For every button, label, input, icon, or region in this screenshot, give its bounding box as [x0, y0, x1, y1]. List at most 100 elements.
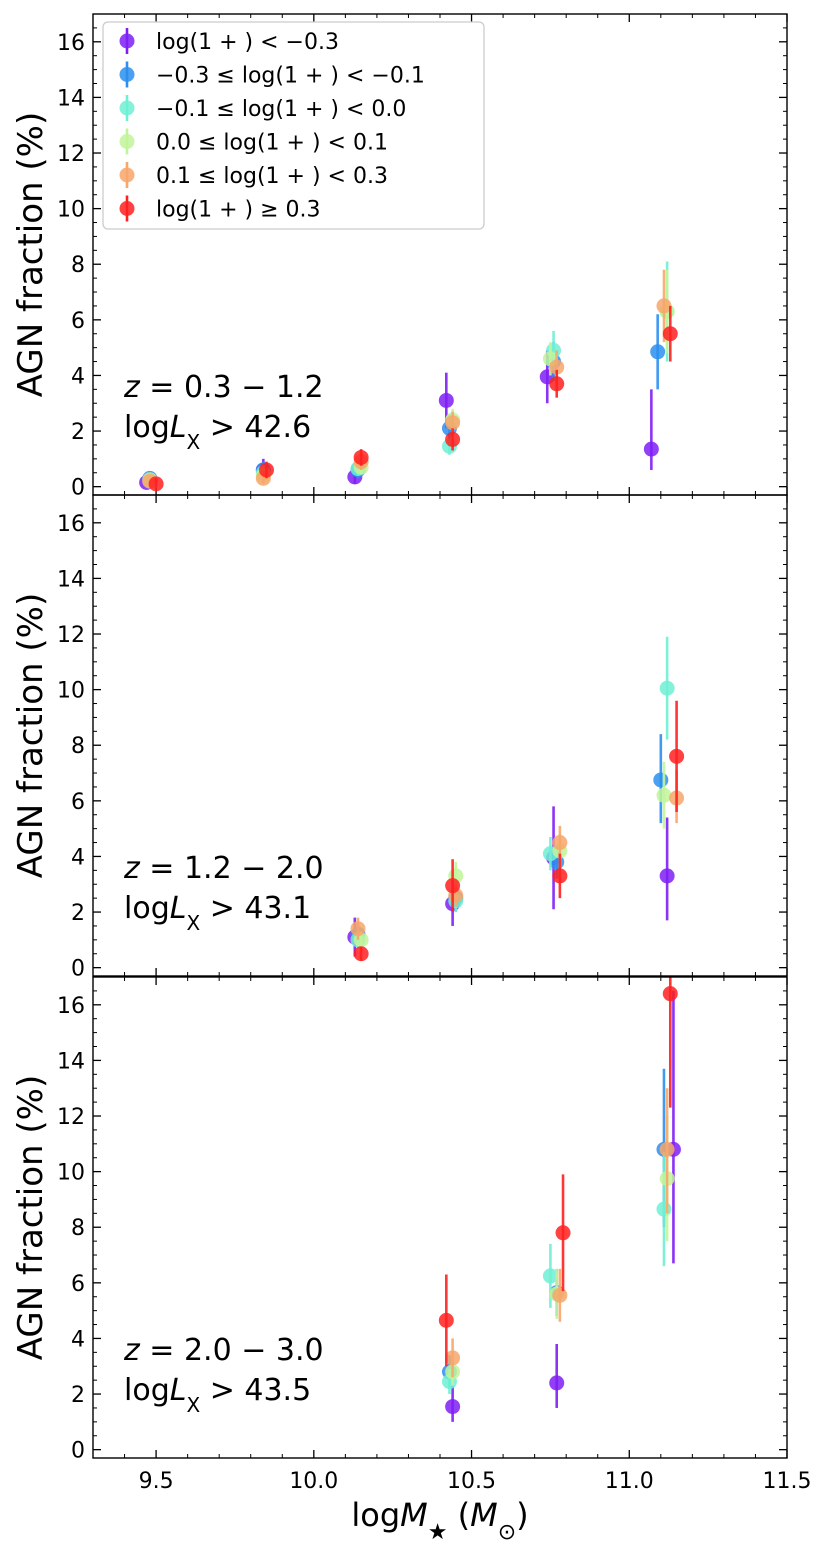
panel-3: 0 2 4 6 8 10 12 14 16 AGN fraction (%) z = 2.0 − 3…: [11, 977, 788, 1464]
marker: [148, 476, 164, 492]
data-point: [555, 1174, 571, 1292]
marker: [259, 462, 274, 478]
data-point: [445, 859, 461, 913]
panel-frame: [92, 976, 788, 1459]
y-tick-label: 12: [57, 1105, 85, 1130]
marker: [659, 868, 675, 884]
marker: [445, 431, 461, 447]
legend: log(1 + δ) < −0.3 −0.3 ≤ log(1 + δ) < −0.…: [102, 21, 485, 230]
y-tick-label: 6: [71, 309, 85, 334]
panel-frames: [92, 13, 788, 1459]
legend-marker: [119, 33, 135, 49]
y-tick-label: 12: [57, 623, 85, 648]
data-point: [445, 1338, 461, 1378]
y-tick-label: 10: [57, 198, 85, 223]
y-tick-label: 2: [71, 1383, 85, 1408]
marker: [656, 787, 672, 803]
y-tick-label: 16: [57, 994, 85, 1019]
legend-marker: [119, 167, 135, 183]
marker: [659, 1141, 675, 1157]
marker: [445, 1350, 461, 1366]
redshift-annotation: z = 0.3 − 1.2: [123, 370, 324, 405]
legend-marker: [119, 67, 135, 82]
marker: [445, 1399, 461, 1415]
panel-1: 0 2 4 6 8 10 12 14 16 AGN fraction (%) z = 0.3 − 1…: [11, 14, 788, 501]
panel-frame: [92, 494, 788, 977]
redshift-annotation: z = 1.2 − 2.0: [123, 851, 324, 886]
legend-item: 0.0 ≤ log(1 + δ) < 0.1: [119, 128, 388, 156]
legend-box: [102, 21, 485, 230]
marker: [552, 835, 568, 851]
y-tick-label: 14: [57, 567, 85, 592]
marker: [659, 680, 675, 696]
marker: [656, 298, 672, 314]
marker: [555, 1225, 571, 1241]
marker: [353, 946, 369, 962]
y-tick-label: 6: [71, 1272, 85, 1297]
panels: 0 2 4 6 8 10 12 14 16 AGN fraction (%) z = 0.3 − 1…: [11, 14, 788, 1464]
legend-item: log(1 + δ) ≥ 0.3: [119, 195, 321, 223]
y-tick-label: 6: [71, 790, 85, 815]
data-point: [350, 917, 366, 940]
legend-label: −0.1 ≤ log(1 + δ) < 0.0: [156, 97, 406, 122]
legend-label: −0.3 ≤ log(1 + δ) < −0.1: [156, 64, 425, 89]
y-tick-label: 16: [57, 31, 85, 56]
y-axis-title: AGN fraction (%): [11, 1075, 51, 1361]
y-tick-label: 8: [71, 734, 85, 759]
marker: [650, 344, 666, 360]
marker: [662, 986, 678, 1002]
data-point: [659, 817, 675, 921]
panel-2: 0 2 4 6 8 10 12 14 16 AGN fraction (%) z = 1.2 − 2…: [11, 495, 788, 982]
y-tick-label: 8: [71, 253, 85, 278]
x-tick-label: 11.0: [605, 1469, 654, 1494]
legend-item: 0.1 ≤ log(1 + δ) < 0.3: [119, 162, 388, 189]
marker: [549, 1375, 565, 1391]
y-tick-label: 16: [57, 512, 85, 537]
data-point: [662, 977, 678, 1108]
marker: [552, 1287, 568, 1303]
y-tick-label: 0: [71, 1439, 85, 1464]
marker: [350, 921, 366, 937]
data-point: [549, 1344, 565, 1408]
x-tick-label: 10.5: [447, 1469, 496, 1494]
marker: [445, 415, 461, 431]
legend-item: log(1 + δ) < −0.3: [119, 28, 339, 55]
y-tick-label: 12: [57, 142, 85, 167]
data-point: [669, 700, 685, 812]
y-tick-label: 2: [71, 901, 85, 926]
marker: [643, 441, 659, 457]
data-point: [656, 761, 672, 829]
y-tick-label: 4: [71, 845, 85, 870]
marker: [445, 878, 461, 894]
data-point: [445, 428, 461, 451]
marker: [653, 772, 669, 788]
marker: [438, 1312, 454, 1328]
y-tick-label: 10: [57, 679, 85, 704]
marker: [542, 1268, 558, 1284]
legend-item: −0.1 ≤ log(1 + δ) < 0.0: [119, 95, 406, 122]
y-tick-label: 10: [57, 1161, 85, 1186]
marker: [353, 449, 369, 465]
y-tick-label: 4: [71, 1327, 85, 1352]
data-point: [549, 369, 565, 398]
legend-marker: [119, 201, 135, 216]
data-point: [552, 1268, 568, 1322]
legend-label: log(1 + δ) < −0.3: [156, 30, 339, 55]
x-tick-label: 9.5: [139, 1469, 174, 1494]
y-tick-label: 0: [71, 476, 85, 501]
y-axis-title: AGN fraction (%): [11, 593, 51, 879]
data-point: [552, 853, 568, 899]
marker: [549, 359, 565, 375]
data-point: [353, 449, 369, 466]
x-tick-label: 10.0: [289, 1469, 338, 1494]
y-tick-label: 14: [57, 86, 85, 111]
redshift-annotation: z = 2.0 − 3.0: [123, 1333, 324, 1368]
data-point: [438, 1274, 454, 1367]
data-point: [259, 461, 274, 479]
y-tick-label: 14: [57, 1049, 85, 1074]
y-tick-label: 4: [71, 364, 85, 389]
x-tick-label: 11.5: [763, 1469, 812, 1494]
data-point: [659, 636, 675, 740]
